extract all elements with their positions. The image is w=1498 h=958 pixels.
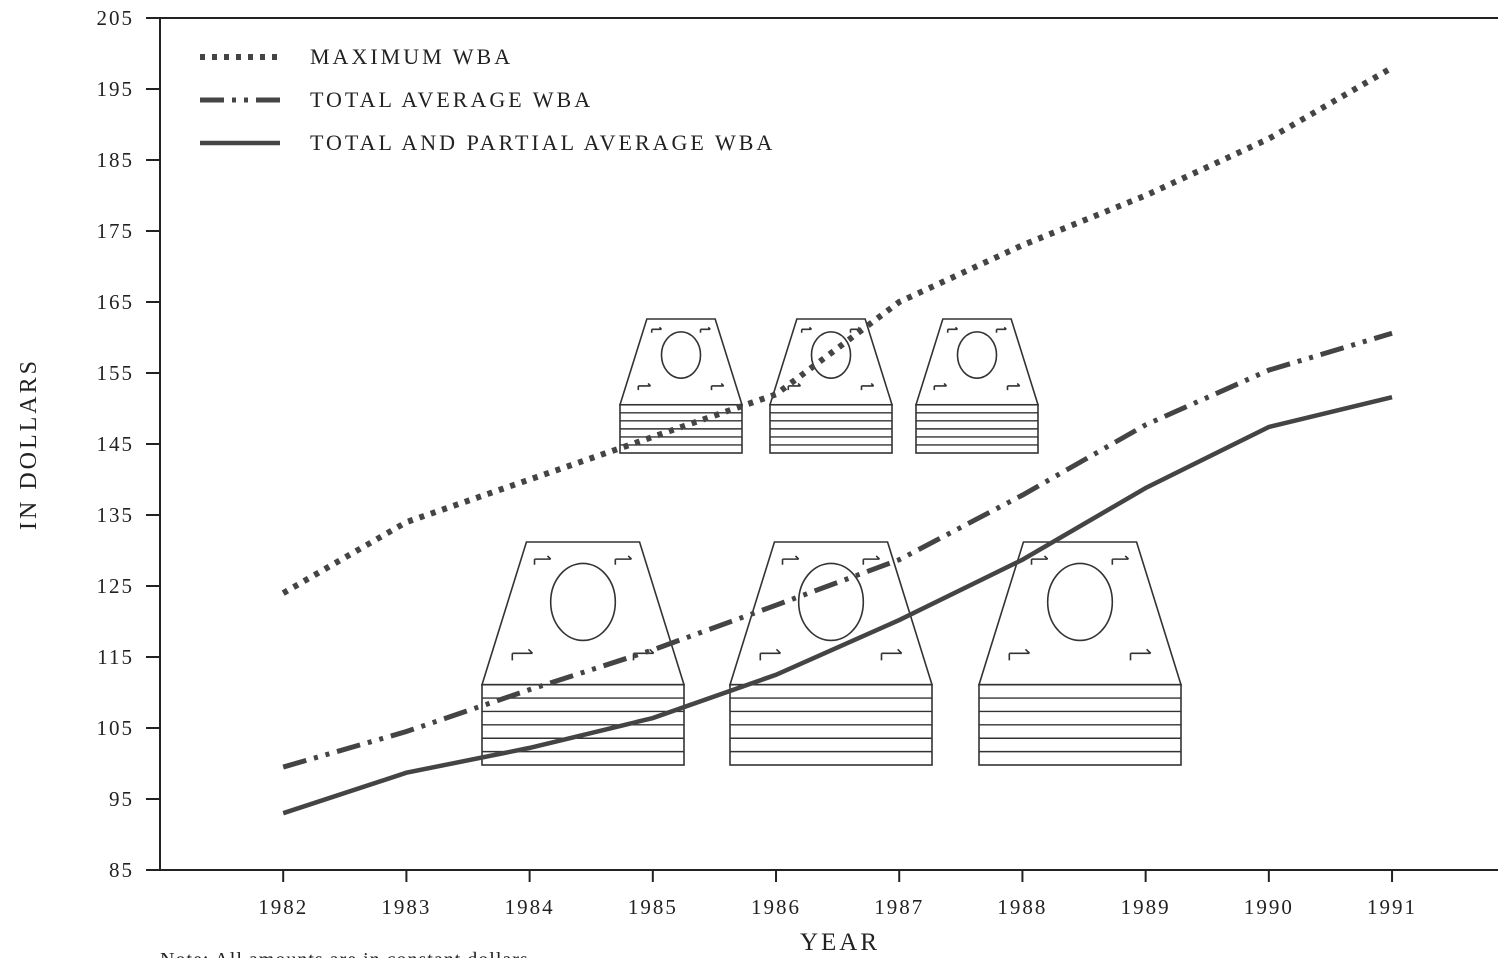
bill-digit xyxy=(787,382,802,391)
bill-digit xyxy=(880,648,903,661)
y-tick-label: 105 xyxy=(97,716,135,740)
bill-seal xyxy=(956,331,998,379)
bill-seal xyxy=(660,331,702,379)
x-tick-label: 1988 xyxy=(997,895,1047,919)
bill-digit xyxy=(1008,648,1031,661)
y-tick-label: 195 xyxy=(97,77,135,101)
bill-digit xyxy=(781,555,800,565)
bill-digit xyxy=(1006,382,1021,391)
bill-digit xyxy=(1111,555,1130,565)
bill-digit xyxy=(511,648,534,661)
bill-digit xyxy=(637,382,652,391)
x-tick-label: 1990 xyxy=(1244,895,1294,919)
bill-digit xyxy=(1030,555,1049,565)
x-axis-label: YEAR xyxy=(800,929,880,956)
y-tick-label: 125 xyxy=(97,574,135,598)
bill-digit xyxy=(995,326,1007,333)
bill-digit xyxy=(710,382,725,391)
x-tick-label: 1986 xyxy=(751,895,801,919)
bill-digit xyxy=(800,326,813,333)
y-tick-label: 155 xyxy=(97,361,135,385)
series-line xyxy=(281,65,1394,596)
bill-digit xyxy=(1129,648,1152,661)
money-stacks xyxy=(480,318,1183,766)
x-tick-label: 1982 xyxy=(258,895,308,919)
y-tick-label: 185 xyxy=(97,148,135,172)
y-axis-label: IN DOLLARS xyxy=(16,358,42,530)
legend-label: MAXIMUM WBA xyxy=(310,44,513,69)
legend-label: TOTAL AND PARTIAL AVERAGE WBA xyxy=(310,130,775,155)
y-tick-label: 145 xyxy=(97,432,135,456)
note: Note: All amounts are in constant dollar… xyxy=(160,949,529,958)
bill-seal xyxy=(549,562,617,642)
series-line xyxy=(282,330,1393,770)
bill-digit xyxy=(759,648,782,661)
bill-digit xyxy=(614,555,633,565)
bill-digit xyxy=(933,382,948,391)
bill-seal xyxy=(1046,562,1114,642)
y-tick-label: 135 xyxy=(97,503,135,527)
y-tick-label: 115 xyxy=(97,645,134,669)
x-tick-label: 1984 xyxy=(505,895,555,919)
bill-digit xyxy=(650,326,663,333)
bill-digit xyxy=(946,326,959,333)
y-tick-label: 165 xyxy=(97,290,135,314)
x-tick-label: 1983 xyxy=(381,895,431,919)
series-line xyxy=(282,394,1393,816)
x-tick-label: 1989 xyxy=(1121,895,1171,919)
bill-seal xyxy=(797,562,865,642)
y-tick-label: 205 xyxy=(97,6,135,30)
bill-digit xyxy=(862,555,881,565)
y-tick-label: 85 xyxy=(109,858,134,882)
x-tick-label: 1991 xyxy=(1367,895,1417,919)
bill-digit xyxy=(533,555,552,565)
bill-digit xyxy=(860,382,875,391)
x-tick-label: 1987 xyxy=(874,895,924,919)
bill-digit xyxy=(699,326,711,333)
y-tick-label: 175 xyxy=(97,219,135,243)
y-tick-label: 95 xyxy=(109,787,134,811)
x-tick-label: 1985 xyxy=(628,895,678,919)
legend-label: TOTAL AVERAGE WBA xyxy=(310,87,593,112)
